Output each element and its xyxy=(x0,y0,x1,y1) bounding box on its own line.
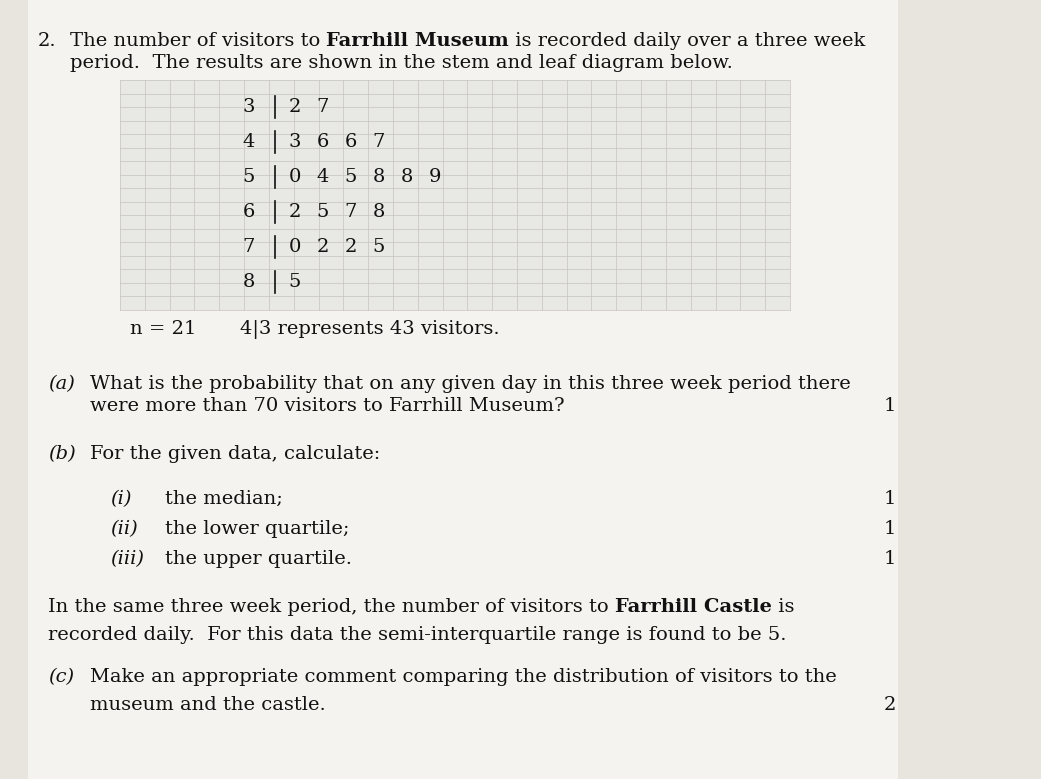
Text: 4: 4 xyxy=(243,133,255,151)
Text: 4|3 represents 43 visitors.: 4|3 represents 43 visitors. xyxy=(240,320,500,339)
Text: (i): (i) xyxy=(110,490,131,508)
Text: (c): (c) xyxy=(48,668,74,686)
Text: (b): (b) xyxy=(48,445,76,463)
Text: 7: 7 xyxy=(345,203,357,221)
Text: recorded daily.  For this data the semi-interquartile range is found to be 5.: recorded daily. For this data the semi-i… xyxy=(48,626,787,644)
Text: 7: 7 xyxy=(316,98,329,116)
Text: 1: 1 xyxy=(884,550,896,568)
Text: 7: 7 xyxy=(373,133,385,151)
Text: museum and the castle.: museum and the castle. xyxy=(90,696,326,714)
Text: 7: 7 xyxy=(243,238,255,256)
Text: the lower quartile;: the lower quartile; xyxy=(166,520,350,538)
Text: (iii): (iii) xyxy=(110,550,144,568)
Text: 1: 1 xyxy=(884,397,896,415)
FancyBboxPatch shape xyxy=(120,80,790,310)
Text: is: is xyxy=(771,598,794,616)
Text: 2.: 2. xyxy=(39,32,56,50)
FancyBboxPatch shape xyxy=(28,0,898,779)
Text: 2: 2 xyxy=(345,238,357,256)
Text: In the same three week period, the number of visitors to: In the same three week period, the numbe… xyxy=(48,598,615,616)
Text: For the given data, calculate:: For the given data, calculate: xyxy=(90,445,380,463)
Text: were more than 70 visitors to Farrhill Museum?: were more than 70 visitors to Farrhill M… xyxy=(90,397,564,415)
Text: 2: 2 xyxy=(316,238,329,256)
Text: 1: 1 xyxy=(884,520,896,538)
Text: 0: 0 xyxy=(288,168,301,186)
Text: 0: 0 xyxy=(288,238,301,256)
Text: 1: 1 xyxy=(884,490,896,508)
Text: Farrhill Castle: Farrhill Castle xyxy=(615,598,771,616)
Text: 5: 5 xyxy=(373,238,385,256)
Text: period.  The results are shown in the stem and leaf diagram below.: period. The results are shown in the ste… xyxy=(70,54,733,72)
Text: 2: 2 xyxy=(288,98,301,116)
Text: 2: 2 xyxy=(884,696,896,714)
Text: The number of visitors to: The number of visitors to xyxy=(70,32,327,50)
Text: n = 21: n = 21 xyxy=(130,320,197,338)
Text: 5: 5 xyxy=(345,168,357,186)
Text: 8: 8 xyxy=(401,168,413,186)
Text: 5: 5 xyxy=(243,168,255,186)
Text: 8: 8 xyxy=(373,203,385,221)
Text: 6: 6 xyxy=(345,133,357,151)
Text: 5: 5 xyxy=(316,203,329,221)
Text: 6: 6 xyxy=(243,203,255,221)
Text: (ii): (ii) xyxy=(110,520,137,538)
Text: 8: 8 xyxy=(243,273,255,291)
Text: 6: 6 xyxy=(316,133,329,151)
Text: 3: 3 xyxy=(243,98,255,116)
Text: (a): (a) xyxy=(48,375,75,393)
Text: 5: 5 xyxy=(288,273,301,291)
Text: the median;: the median; xyxy=(166,490,283,508)
Text: Farrhill Museum: Farrhill Museum xyxy=(327,32,509,50)
Text: 8: 8 xyxy=(373,168,385,186)
Text: 2: 2 xyxy=(288,203,301,221)
Text: is recorded daily over a three week: is recorded daily over a three week xyxy=(509,32,866,50)
Text: 9: 9 xyxy=(429,168,441,186)
Text: Make an appropriate comment comparing the distribution of visitors to the: Make an appropriate comment comparing th… xyxy=(90,668,837,686)
Text: 4: 4 xyxy=(316,168,329,186)
Text: 3: 3 xyxy=(288,133,301,151)
Text: the upper quartile.: the upper quartile. xyxy=(166,550,352,568)
Text: What is the probability that on any given day in this three week period there: What is the probability that on any give… xyxy=(90,375,850,393)
